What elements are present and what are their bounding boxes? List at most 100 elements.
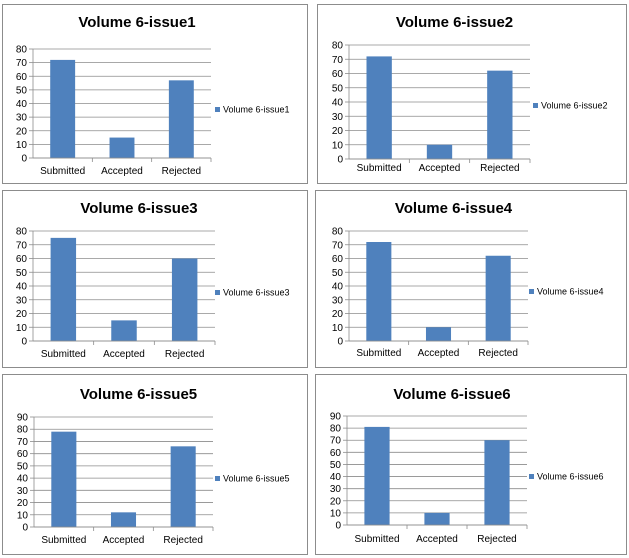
y-tick-label: 60	[330, 448, 342, 459]
y-tick-label: 40	[17, 474, 29, 485]
y-tick-label: 50	[332, 83, 344, 94]
legend-swatch	[215, 476, 220, 481]
category-label: Submitted	[354, 534, 399, 545]
legend-swatch	[533, 103, 538, 108]
y-tick-label: 40	[330, 472, 342, 483]
bar	[170, 446, 196, 527]
y-tick-label: 60	[332, 254, 344, 265]
chart-panel-issue3: Volume 6-issue3 0 10 20 30 40 50 60 70 80 Submitte…	[2, 190, 308, 368]
bar	[111, 320, 137, 341]
legend-label: Volume 6-issue4	[537, 287, 604, 297]
y-tick-label: 30	[332, 112, 344, 123]
chart-panel-issue2: Volume 6-issue2 0 10 20 30 40 50 60 70 80 Submitte…	[317, 4, 627, 184]
chart-panel-issue5: Volume 6-issue5 0 10 20 30 40 50 60 70 80 90 Submit…	[2, 374, 308, 555]
bar	[425, 327, 452, 341]
bar	[426, 144, 453, 159]
chart-panel-issue4: Volume 6-issue4 0 10 20 30 40 50 60 70 80 Submitte…	[315, 190, 627, 368]
y-tick-label: 40	[332, 282, 344, 293]
bar	[424, 512, 450, 525]
y-tick-label: 0	[337, 337, 343, 348]
y-tick-label: 10	[17, 510, 29, 521]
y-tick-label: 80	[332, 227, 344, 238]
category-label: Accepted	[416, 534, 458, 545]
y-tick-label: 70	[16, 240, 28, 251]
y-tick-label: 0	[335, 521, 341, 532]
y-tick-label: 0	[337, 155, 343, 166]
legend-swatch	[529, 289, 534, 294]
category-label: Accepted	[103, 535, 145, 546]
y-tick-label: 0	[21, 337, 27, 348]
y-tick-label: 50	[16, 268, 28, 279]
y-tick-label: 30	[330, 484, 342, 495]
y-tick-label: 40	[16, 99, 28, 110]
bar	[484, 440, 510, 525]
category-label: Accepted	[419, 163, 461, 174]
category-label: Rejected	[162, 166, 201, 177]
y-tick-label: 80	[332, 41, 344, 52]
category-label: Rejected	[478, 348, 517, 359]
y-tick-label: 80	[16, 45, 28, 56]
y-tick-label: 10	[330, 508, 342, 519]
y-tick-label: 70	[16, 58, 28, 69]
category-label: Accepted	[418, 348, 460, 359]
y-tick-label: 30	[16, 113, 28, 124]
category-label: Submitted	[356, 348, 401, 359]
y-tick-label: 10	[332, 140, 344, 151]
y-tick-label: 60	[17, 449, 29, 460]
y-tick-label: 60	[332, 69, 344, 80]
bar	[109, 137, 135, 158]
bar	[168, 80, 194, 158]
chart-title: Volume 6-issue1	[78, 14, 195, 31]
category-label: Submitted	[41, 535, 86, 546]
chart-title: Volume 6-issue4	[395, 200, 513, 217]
y-tick-label: 40	[16, 282, 28, 293]
category-label: Rejected	[165, 349, 204, 360]
bar	[51, 431, 77, 527]
y-tick-label: 70	[17, 437, 29, 448]
bar	[171, 258, 198, 341]
y-tick-label: 10	[16, 323, 28, 334]
y-tick-label: 20	[332, 126, 344, 137]
bar	[50, 237, 77, 341]
y-tick-label: 0	[21, 154, 27, 165]
category-label: Accepted	[101, 166, 143, 177]
legend-label: Volume 6-issue6	[537, 472, 604, 482]
category-label: Accepted	[103, 349, 145, 360]
y-tick-label: 50	[332, 268, 344, 279]
bar	[364, 426, 390, 525]
y-tick-label: 30	[17, 486, 29, 497]
y-tick-label: 20	[330, 496, 342, 507]
chart-title: Volume 6-issue5	[80, 386, 197, 403]
chart-panel-issue6: Volume 6-issue6 0 10 20 30 40 50 60 70 80 90 Submit…	[315, 374, 627, 555]
y-tick-label: 30	[16, 295, 28, 306]
y-tick-label: 60	[16, 72, 28, 83]
bar	[366, 56, 392, 159]
chart-svg: Volume 6-issue4 0 10 20 30 40 50 60 70 80 Submitte…	[332, 200, 604, 359]
y-tick-label: 30	[332, 295, 344, 306]
y-tick-label: 50	[330, 460, 342, 471]
y-tick-label: 20	[332, 309, 344, 320]
y-tick-label: 0	[22, 523, 28, 534]
y-tick-label: 50	[16, 85, 28, 96]
legend-label: Volume 6-issue1	[223, 105, 290, 115]
y-tick-label: 80	[16, 227, 28, 238]
category-label: Rejected	[480, 163, 519, 174]
category-label: Submitted	[357, 163, 402, 174]
y-tick-label: 10	[332, 323, 344, 334]
y-tick-label: 90	[330, 412, 342, 423]
y-tick-label: 70	[330, 436, 342, 447]
y-tick-label: 80	[17, 425, 29, 436]
category-label: Rejected	[477, 534, 516, 545]
y-tick-label: 70	[332, 240, 344, 251]
chart-title: Volume 6-issue6	[393, 386, 510, 403]
y-tick-label: 20	[17, 498, 29, 509]
y-tick-label: 20	[16, 309, 28, 320]
category-label: Rejected	[163, 535, 202, 546]
legend-label: Volume 6-issue3	[223, 288, 290, 298]
y-tick-label: 50	[17, 461, 29, 472]
y-tick-label: 90	[17, 413, 29, 424]
legend-swatch	[529, 474, 534, 479]
legend-swatch	[215, 107, 220, 112]
